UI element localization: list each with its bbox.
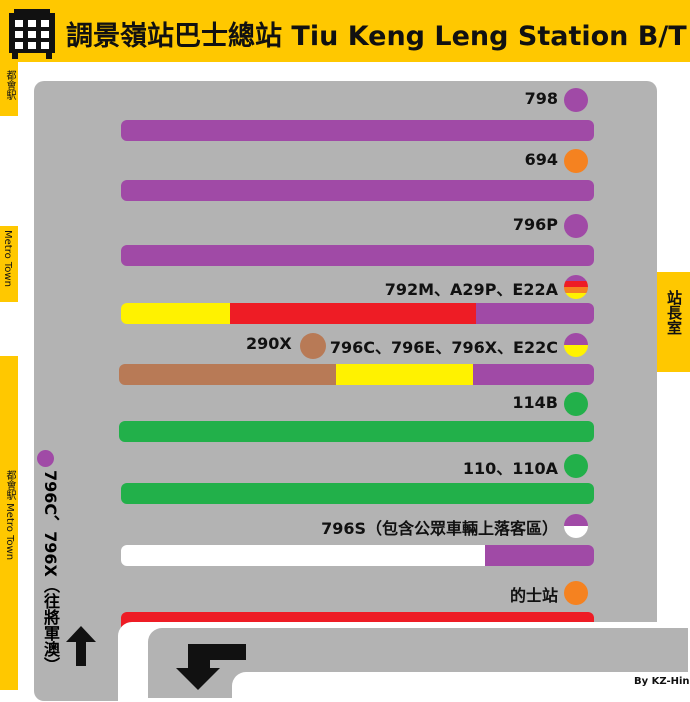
station-master-office-label: 站長室 bbox=[665, 290, 683, 335]
down-left-arrow-icon bbox=[176, 644, 246, 690]
side-route-label: 796C、796X（往將軍澳） bbox=[41, 470, 60, 673]
bar-segment bbox=[485, 545, 594, 566]
stand-route-label: 798 bbox=[524, 89, 558, 108]
dot-band bbox=[564, 293, 588, 299]
bus-stand-bar bbox=[119, 364, 594, 385]
header-bar bbox=[0, 0, 690, 62]
left-mid-label: Metro Town bbox=[2, 230, 13, 287]
bus-stand-bar bbox=[121, 483, 594, 504]
stand-route-label: 796P bbox=[512, 215, 558, 234]
dot-band bbox=[564, 454, 588, 478]
stand-route-label: 的士站 bbox=[509, 586, 558, 605]
bar-segment bbox=[121, 245, 594, 266]
dot-band bbox=[564, 149, 588, 173]
route-color-dot bbox=[564, 392, 588, 416]
bar-segment bbox=[475, 303, 594, 324]
stand-route-label: 796S（包含公眾車輛上落客區） bbox=[321, 519, 558, 538]
bar-segment bbox=[121, 303, 230, 324]
left-top-label: 都會駅 bbox=[4, 70, 15, 100]
platform-area bbox=[34, 81, 657, 701]
stand-route-label: 110、110A bbox=[462, 459, 558, 478]
side-route-dot bbox=[37, 450, 54, 467]
route-color-dot bbox=[564, 214, 588, 238]
route-color-dot bbox=[564, 581, 588, 605]
bar-segment bbox=[473, 364, 594, 385]
bar-segment bbox=[335, 364, 474, 385]
bus-stand-bar bbox=[121, 545, 594, 566]
bar-segment bbox=[119, 364, 336, 385]
page-title: 調景嶺站巴士總站 Tiu Keng Leng Station B/T bbox=[66, 21, 687, 52]
dot-band bbox=[564, 392, 588, 416]
bus-stand-bar bbox=[121, 180, 594, 201]
route-color-dot bbox=[564, 88, 588, 112]
left-top-block bbox=[0, 62, 18, 116]
route-color-dot bbox=[564, 333, 588, 357]
bus-stand-bar bbox=[121, 303, 594, 324]
dot-band bbox=[564, 581, 588, 605]
route-color-dot bbox=[564, 514, 588, 538]
bar-segment bbox=[121, 483, 594, 504]
stand-route-label: 114B bbox=[512, 393, 558, 412]
bar-segment bbox=[121, 545, 486, 566]
route-color-dot bbox=[564, 275, 588, 299]
bar-segment bbox=[229, 303, 476, 324]
stand-extra-route-label: 290X bbox=[246, 334, 292, 353]
route-color-dot bbox=[564, 149, 588, 173]
stand-route-label: 694 bbox=[524, 150, 558, 169]
left-bottom-label: 都會駅 Metro Town bbox=[4, 470, 15, 561]
route-color-dot bbox=[564, 454, 588, 478]
bar-segment bbox=[119, 421, 594, 442]
bus-stand-bar bbox=[121, 120, 594, 141]
stand-route-label: 792M、A29P、E22A bbox=[384, 280, 558, 299]
dot-band bbox=[564, 275, 588, 281]
dot-band bbox=[564, 281, 588, 287]
left-mid-block bbox=[0, 226, 18, 302]
left-bottom-block bbox=[0, 356, 18, 690]
bar-segment bbox=[121, 180, 594, 201]
bus-stand-bar bbox=[121, 245, 594, 266]
dot-band bbox=[564, 345, 588, 357]
bus-stand-bar bbox=[119, 421, 594, 442]
dot-band bbox=[564, 214, 588, 238]
dot-band bbox=[564, 88, 588, 112]
credit-label: By KZ-Hin bbox=[634, 676, 690, 687]
bar-segment bbox=[121, 120, 594, 141]
dot-band bbox=[564, 333, 588, 345]
dot-band bbox=[564, 514, 588, 526]
extra-route-dot bbox=[300, 333, 326, 359]
dot-band bbox=[564, 526, 588, 538]
right-block bbox=[657, 272, 690, 372]
bus-icon bbox=[9, 9, 55, 59]
dot-band bbox=[564, 287, 588, 293]
up-arrow-icon bbox=[66, 626, 96, 666]
stand-route-label: 796C、796E、796X、E22C bbox=[329, 338, 558, 357]
road-lane-lower bbox=[232, 672, 690, 702]
